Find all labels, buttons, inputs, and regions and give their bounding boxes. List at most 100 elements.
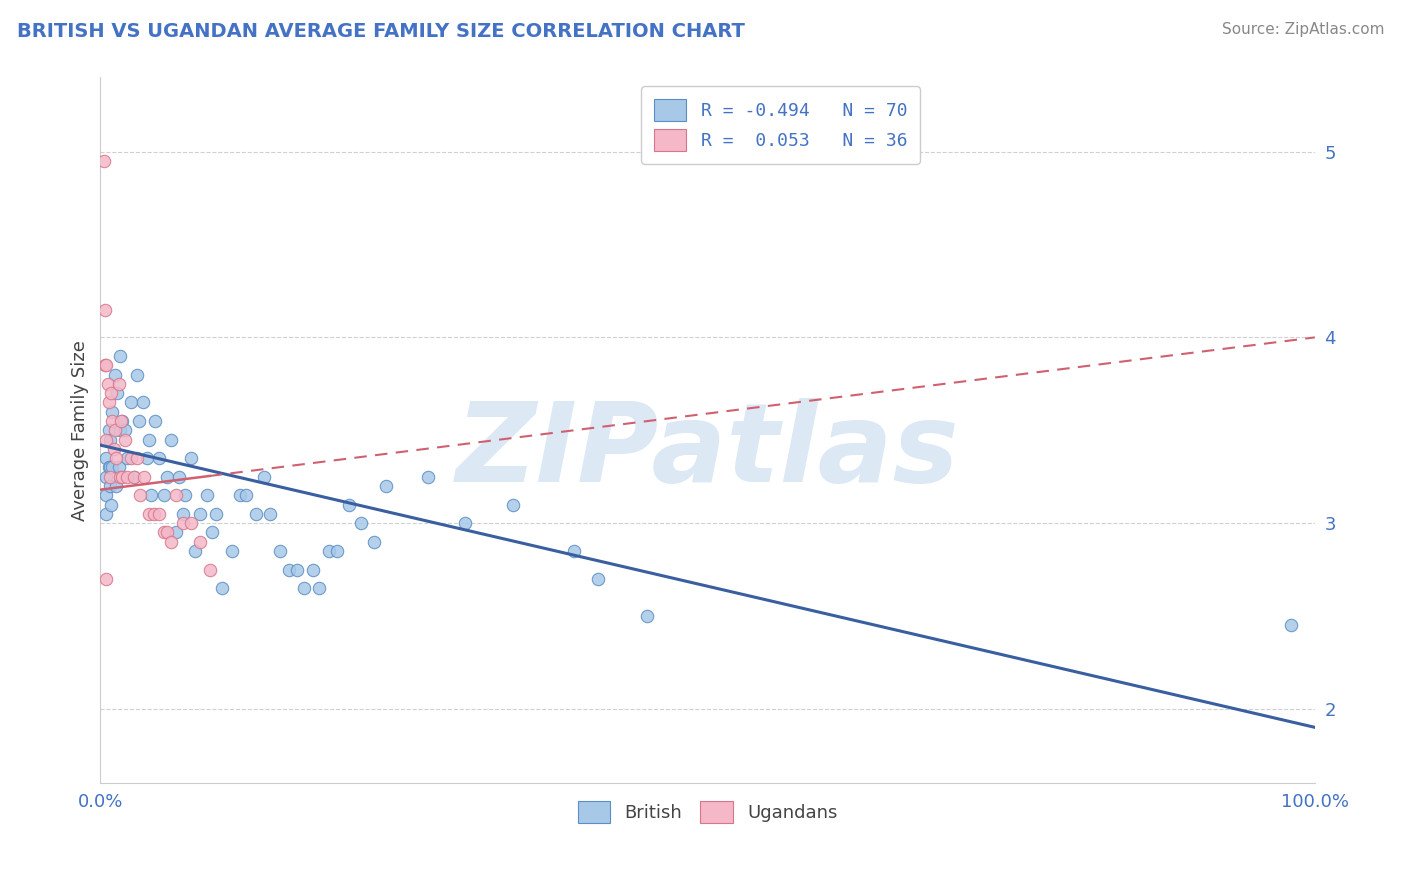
Point	[156, 469, 179, 483]
Point	[143, 414, 166, 428]
Point	[302, 562, 325, 576]
Point	[169, 469, 191, 483]
Point	[292, 581, 315, 595]
Point	[114, 433, 136, 447]
Point	[132, 469, 155, 483]
Point	[229, 488, 252, 502]
Point	[188, 507, 211, 521]
Point	[129, 488, 152, 502]
Point	[184, 544, 207, 558]
Point	[108, 469, 131, 483]
Text: ZIPatlas: ZIPatlas	[456, 398, 959, 505]
Point	[108, 423, 131, 437]
Point	[105, 479, 128, 493]
Point	[308, 581, 330, 595]
Point	[94, 358, 117, 372]
Point	[141, 488, 163, 502]
Point	[269, 544, 291, 558]
Point	[104, 368, 127, 382]
Point	[93, 153, 115, 168]
Point	[101, 414, 124, 428]
Point	[94, 302, 117, 317]
Point	[96, 451, 118, 466]
Point	[148, 507, 170, 521]
Point	[148, 451, 170, 466]
Point	[454, 516, 477, 530]
Point	[97, 395, 120, 409]
Point	[180, 516, 202, 530]
Point	[96, 507, 118, 521]
Point	[152, 488, 174, 502]
Point	[350, 516, 373, 530]
Point	[100, 386, 122, 401]
Point	[156, 525, 179, 540]
Point	[96, 433, 118, 447]
Point	[97, 376, 120, 391]
Point	[245, 507, 267, 521]
Point	[172, 507, 194, 521]
Point	[110, 414, 132, 428]
Point	[204, 507, 226, 521]
Point	[96, 358, 118, 372]
Point	[221, 544, 243, 558]
Point	[105, 451, 128, 466]
Point	[125, 368, 148, 382]
Point	[259, 507, 281, 521]
Point	[100, 498, 122, 512]
Y-axis label: Average Family Size: Average Family Size	[72, 340, 89, 521]
Point	[108, 349, 131, 363]
Point	[588, 572, 610, 586]
Point	[142, 507, 165, 521]
Point	[174, 488, 197, 502]
Point	[277, 562, 299, 576]
Point	[562, 544, 585, 558]
Point	[120, 451, 142, 466]
Point	[98, 433, 121, 447]
Point	[98, 460, 121, 475]
Point	[165, 525, 187, 540]
Point	[253, 469, 276, 483]
Point	[1279, 618, 1302, 632]
Point	[98, 479, 121, 493]
Point	[103, 442, 125, 456]
Point	[363, 534, 385, 549]
Point	[195, 488, 218, 502]
Legend: British, Ugandans: British, Ugandans	[567, 790, 848, 834]
Point	[235, 488, 257, 502]
Point	[111, 414, 134, 428]
Point	[97, 460, 120, 475]
Point	[124, 469, 146, 483]
Point	[115, 451, 138, 466]
Point	[159, 534, 181, 549]
Point	[96, 469, 118, 483]
Text: Source: ZipAtlas.com: Source: ZipAtlas.com	[1222, 22, 1385, 37]
Point	[135, 451, 157, 466]
Point	[188, 534, 211, 549]
Point	[105, 386, 128, 401]
Point	[374, 479, 396, 493]
Point	[111, 469, 134, 483]
Point	[96, 572, 118, 586]
Point	[198, 562, 221, 576]
Point	[172, 516, 194, 530]
Point	[101, 405, 124, 419]
Point	[138, 507, 160, 521]
Point	[124, 469, 146, 483]
Point	[180, 451, 202, 466]
Point	[502, 498, 524, 512]
Point	[132, 395, 155, 409]
Point	[125, 451, 148, 466]
Point	[98, 469, 121, 483]
Point	[107, 376, 129, 391]
Point	[201, 525, 224, 540]
Point	[101, 460, 124, 475]
Point	[159, 433, 181, 447]
Point	[120, 395, 142, 409]
Point	[337, 498, 360, 512]
Point	[104, 423, 127, 437]
Text: BRITISH VS UGANDAN AVERAGE FAMILY SIZE CORRELATION CHART: BRITISH VS UGANDAN AVERAGE FAMILY SIZE C…	[17, 22, 745, 41]
Point	[107, 460, 129, 475]
Point	[96, 488, 118, 502]
Point	[114, 423, 136, 437]
Point	[128, 414, 150, 428]
